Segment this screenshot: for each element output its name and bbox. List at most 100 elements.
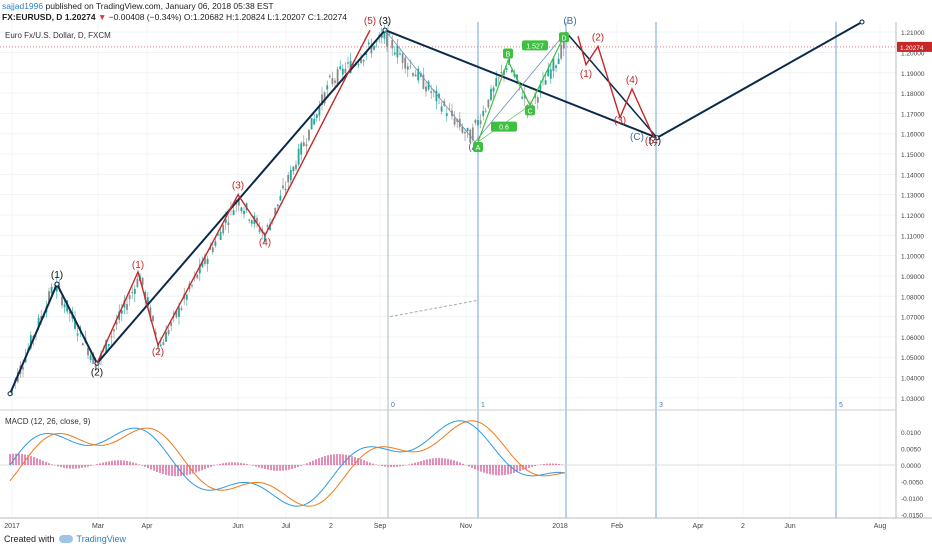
chart-header: sajjad1996 published on TradingView.com,…	[2, 1, 347, 23]
candle-body	[549, 69, 552, 79]
wave-point	[54, 281, 60, 287]
macd-tick-label: -0.0100	[901, 496, 923, 503]
author-link[interactable]: sajjad1996	[2, 1, 44, 11]
chart-title: Euro Fx/U.S. Dollar, D, FXCM	[5, 31, 111, 40]
candle-body	[313, 118, 316, 125]
candle-body	[227, 222, 230, 226]
candle-body	[497, 77, 500, 79]
y-tick-label: 1.18000	[901, 91, 925, 98]
fib-time-label: 0	[391, 402, 395, 409]
candle-body	[560, 44, 563, 59]
wave-label: (1)	[51, 270, 63, 281]
candle-body	[68, 311, 71, 314]
candle-body	[128, 295, 131, 300]
macd-tick-label: -0.0050	[901, 480, 923, 487]
red-wave-line	[577, 36, 655, 139]
macd-line	[9, 420, 566, 507]
y-tick-label: 1.16000	[901, 132, 925, 139]
candle-body	[219, 232, 222, 240]
candle-body	[81, 343, 84, 346]
candle-body	[347, 62, 349, 64]
candle-body	[110, 336, 113, 338]
candle-body	[61, 296, 63, 306]
candle-body	[87, 348, 89, 356]
candle-body	[198, 264, 201, 274]
candle-body	[552, 58, 555, 71]
projection-line	[389, 299, 479, 318]
candle-body	[279, 195, 282, 201]
candle-body	[401, 53, 404, 63]
red-wave-label: (3)	[614, 116, 626, 127]
candle-body	[266, 225, 269, 227]
pattern-point-box	[503, 48, 513, 59]
last-price-tag-text: 1.20274	[900, 45, 924, 52]
candle-body	[50, 286, 53, 294]
candle-body	[165, 331, 167, 342]
red-wave-line	[96, 29, 371, 364]
x-tick-label: Jun	[232, 523, 243, 530]
x-tick-label: Jun	[784, 523, 795, 530]
x-tick-label: Aug	[874, 523, 887, 530]
candle-body	[113, 329, 115, 332]
tradingview-link[interactable]: TradingView	[76, 534, 127, 544]
wave-overlays: (1)(2)(3)(4)(A)(B)(C)(1)(2)(3)(4)(5)(1)(…	[7, 16, 865, 397]
candle-body	[74, 318, 76, 329]
ohlc-values: O:1.20682 H:1.20824 L:1.20207 C:1.20274	[183, 12, 347, 22]
candle-body	[248, 219, 251, 221]
grid	[0, 22, 896, 518]
candle-body	[536, 97, 539, 103]
red-wave-label: (5)	[645, 136, 657, 147]
y-tick-label: 1.11000	[901, 233, 924, 240]
candle-body	[92, 353, 95, 364]
candle-body	[435, 90, 438, 102]
candle-body	[274, 207, 277, 215]
candle-body	[336, 69, 339, 85]
candle-body	[391, 40, 394, 49]
candle-body	[105, 340, 108, 354]
candle-body	[300, 143, 303, 155]
candle-body	[196, 274, 199, 279]
wave-label: (B)	[563, 16, 576, 27]
candle-body	[474, 119, 477, 123]
candle-body	[383, 30, 386, 39]
candle-body	[326, 85, 329, 90]
candle-body	[126, 303, 128, 310]
candle-body	[362, 59, 365, 62]
candle-body	[258, 228, 261, 233]
candle-body	[529, 103, 531, 105]
candle-body	[430, 91, 433, 93]
candle-body	[370, 45, 373, 54]
candle-body	[89, 355, 92, 361]
candle-body	[562, 38, 565, 49]
candle-body	[422, 74, 425, 89]
candle-body	[466, 127, 469, 132]
signal-line	[9, 420, 566, 507]
candle-body	[331, 78, 334, 85]
candle-body	[107, 343, 110, 346]
candle-body	[417, 68, 420, 81]
candle-body	[412, 73, 414, 76]
candle-body	[539, 84, 542, 91]
candle-body	[357, 64, 360, 66]
candle-body	[162, 342, 165, 346]
candle-body	[341, 68, 344, 75]
candle-body	[396, 45, 399, 58]
x-tick-label: Apr	[142, 523, 154, 530]
candle-body	[334, 80, 336, 83]
x-tick-label: Sep	[374, 523, 387, 530]
candle-body	[406, 66, 409, 70]
ratio-label: 1.527	[526, 43, 544, 50]
wave-label: (2)	[91, 367, 103, 378]
red-wave-label: (4)	[626, 75, 638, 86]
y-tick-label: 1.14000	[901, 172, 925, 179]
y-tick-label: 1.19000	[901, 71, 925, 78]
candle-body	[386, 30, 388, 47]
red-wave-label: (4)	[259, 237, 271, 248]
red-wave-label: (5)	[364, 16, 376, 27]
wave-label: (C)	[630, 132, 644, 143]
candle-body	[191, 285, 193, 286]
candle-body	[237, 198, 240, 206]
y-tick-label: 1.06000	[901, 335, 925, 342]
ratio-box	[522, 40, 548, 51]
